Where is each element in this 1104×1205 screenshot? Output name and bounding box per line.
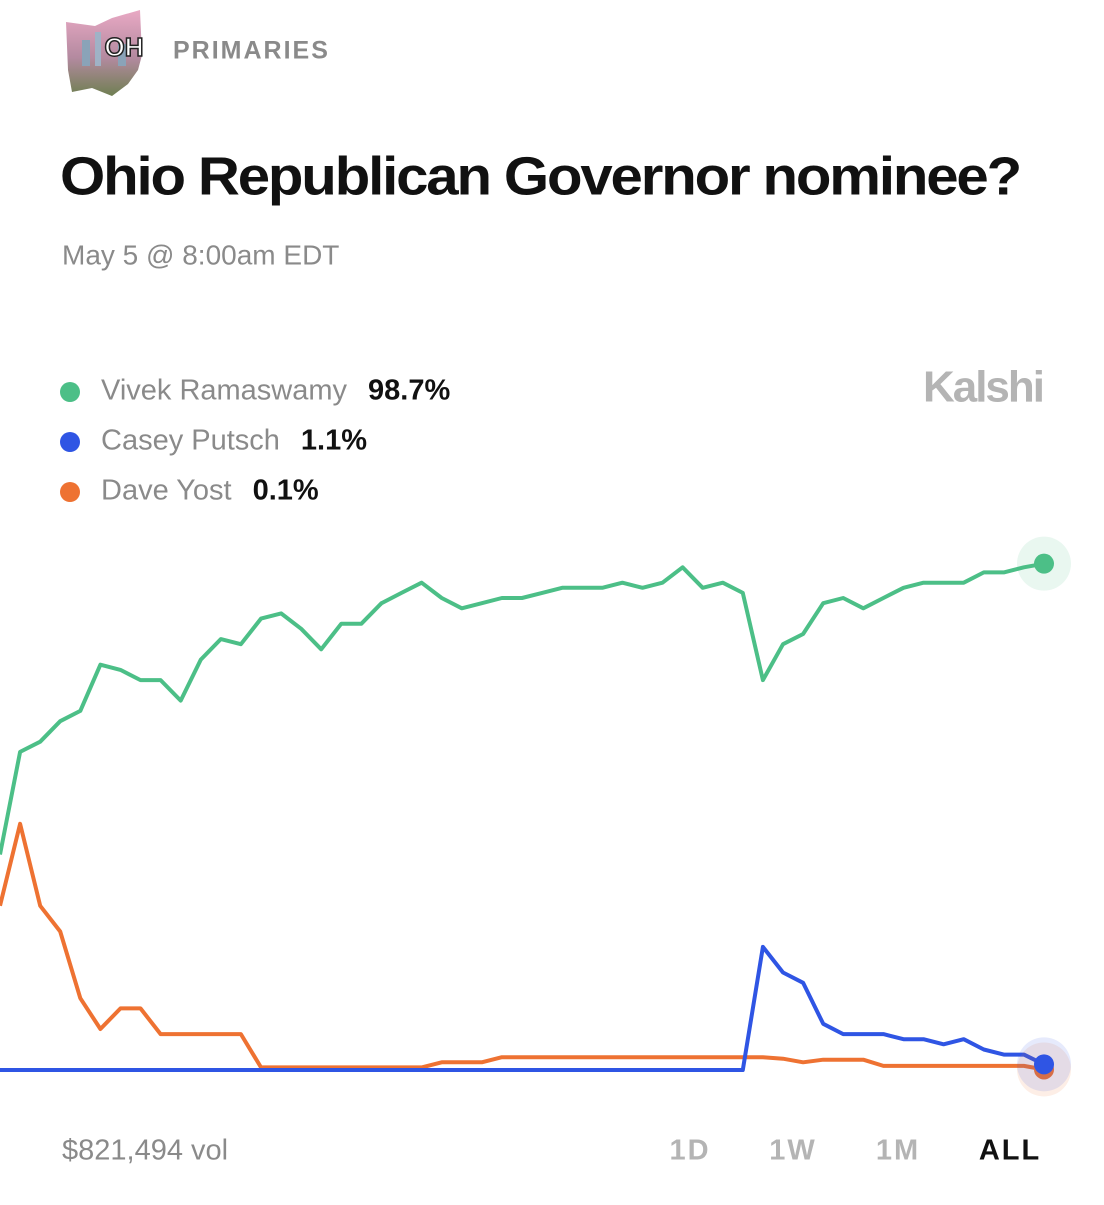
market-title: Ohio Republican Governor nominee? xyxy=(60,146,1020,206)
range-button[interactable]: ALL xyxy=(979,1135,1041,1167)
end-point xyxy=(1034,553,1054,574)
legend-dot xyxy=(60,432,80,452)
legend-value: 0.1% xyxy=(253,475,319,507)
legend: Vivek Ramaswamy 98.7% Casey Putsch 1.1% Dave… xyxy=(60,375,450,507)
legend-dot xyxy=(60,382,80,402)
region-code: OH xyxy=(105,32,144,62)
legend-value: 1.1% xyxy=(301,425,367,457)
legend-name: Dave Yost xyxy=(101,475,232,507)
legend-name: Casey Putsch xyxy=(101,425,280,457)
legend-name: Vivek Ramaswamy xyxy=(101,375,348,407)
market-date: May 5 @ 8:00am EDT xyxy=(62,239,339,270)
legend-value: 98.7% xyxy=(368,375,450,407)
range-button[interactable]: 1D xyxy=(669,1135,710,1167)
series-line xyxy=(0,944,1045,1072)
series-line xyxy=(0,561,1045,855)
series-line xyxy=(0,821,1045,1072)
region-icon: OH xyxy=(66,10,144,96)
range-button[interactable]: 1W xyxy=(769,1135,817,1167)
end-point xyxy=(1034,1054,1054,1075)
volume: $821,494 vol xyxy=(62,1135,228,1167)
legend-dot xyxy=(60,482,80,502)
range-selector: 1D 1W 1M ALL xyxy=(669,1135,1041,1167)
brand-logo: Kalshi xyxy=(923,363,1043,412)
category-label: PRIMARIES xyxy=(173,37,330,65)
range-button[interactable]: 1M xyxy=(876,1135,920,1167)
plot-area xyxy=(0,536,1071,1097)
